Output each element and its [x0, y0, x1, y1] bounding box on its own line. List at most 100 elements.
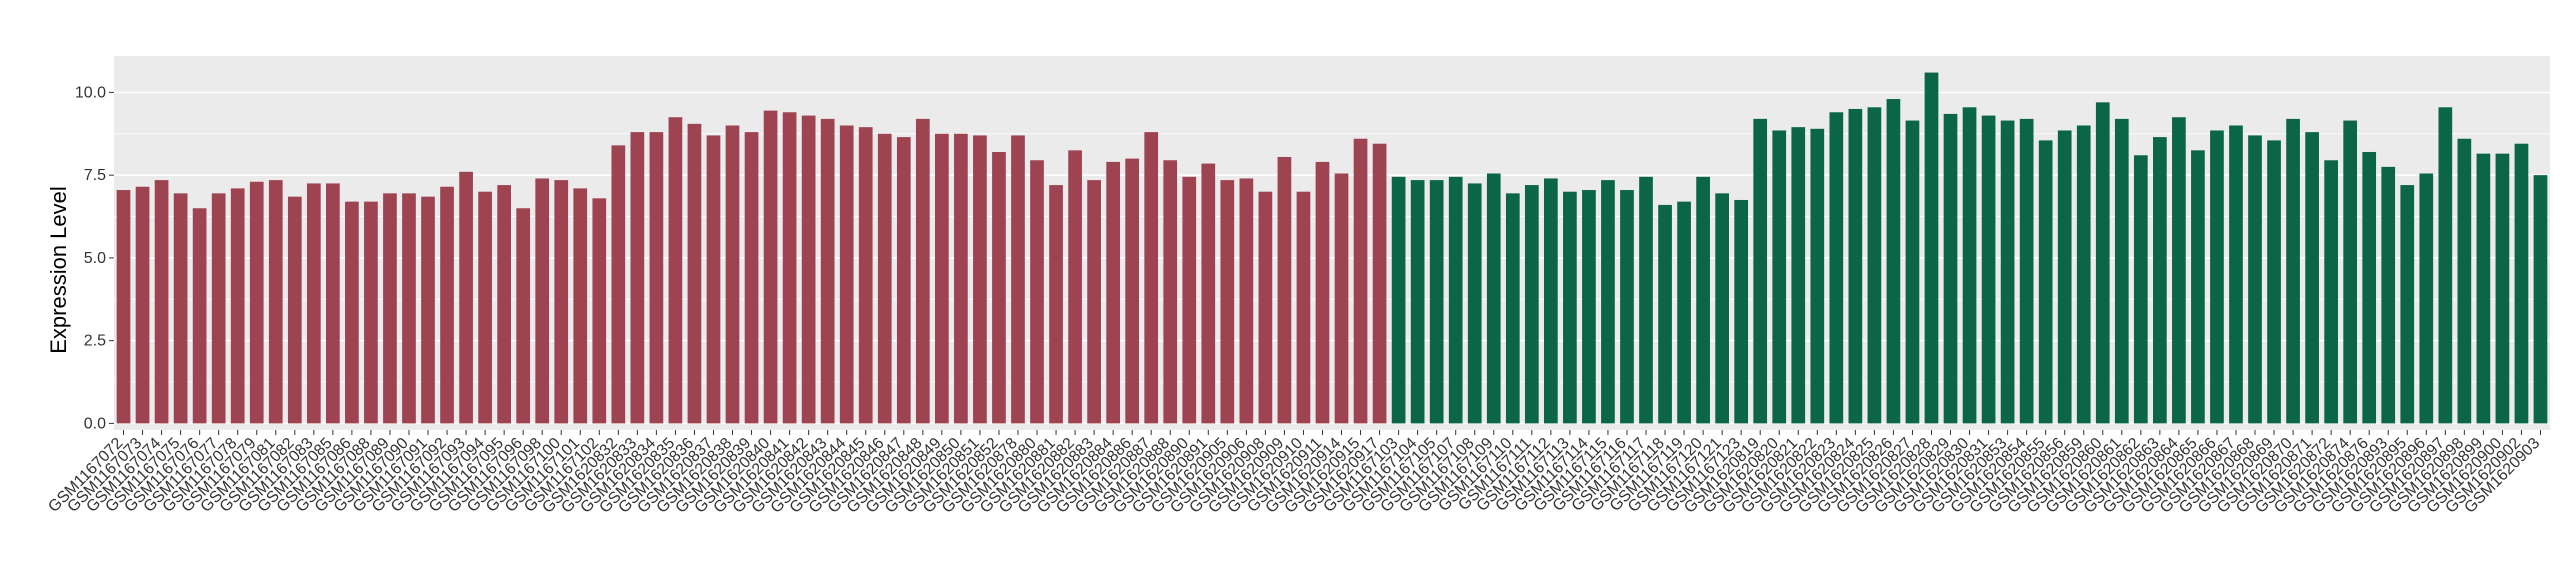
bar	[839, 125, 854, 424]
bar	[1791, 127, 1806, 424]
bar	[2057, 130, 2072, 424]
bar	[1239, 178, 1254, 424]
bar	[2514, 143, 2529, 424]
bar	[801, 115, 816, 424]
bar	[1658, 204, 1672, 424]
bar	[1391, 176, 1406, 424]
bar	[268, 180, 283, 424]
bar	[326, 183, 340, 424]
bar	[1486, 173, 1501, 424]
bar	[1125, 158, 1140, 424]
bar	[2457, 138, 2472, 424]
bar	[858, 127, 873, 424]
bar	[2038, 140, 2053, 424]
bar	[1734, 199, 1749, 424]
bar	[1582, 190, 1596, 424]
bar	[1353, 138, 1368, 424]
bar	[2172, 117, 2186, 424]
bar	[2476, 153, 2491, 424]
bar	[973, 135, 987, 424]
bar	[1448, 176, 1463, 424]
bar	[2324, 160, 2338, 424]
bar	[2210, 130, 2224, 424]
bar	[1886, 99, 1901, 424]
bar	[1848, 108, 1863, 424]
bar	[1372, 143, 1387, 424]
bar	[1601, 180, 1615, 424]
bar	[2381, 166, 2396, 424]
bar	[497, 185, 511, 424]
bar	[1505, 193, 1520, 424]
bar	[954, 133, 968, 424]
bar	[1182, 176, 1197, 424]
bar	[725, 125, 740, 424]
bar	[1144, 132, 1159, 424]
bar	[402, 193, 416, 424]
bar	[782, 112, 797, 424]
bar	[1753, 118, 1768, 424]
y-tick-label: 2.5	[84, 333, 106, 350]
bar	[1563, 191, 1577, 424]
bar	[383, 193, 397, 424]
y-tick-label: 10.0	[75, 84, 106, 101]
bar	[1296, 191, 1311, 424]
bar	[877, 133, 892, 424]
bar	[630, 132, 645, 424]
bar	[192, 208, 207, 424]
bar	[345, 201, 359, 424]
bar	[440, 186, 454, 424]
bar	[2419, 173, 2434, 424]
bar	[1829, 112, 1844, 424]
bar	[173, 193, 188, 424]
bar	[1524, 185, 1539, 424]
bar	[687, 123, 702, 424]
bar	[1639, 176, 1653, 424]
bar	[1544, 178, 1558, 424]
x-axis: GSM1167072GSM1167073GSM1167074GSM1167075…	[45, 430, 2543, 517]
bar	[1696, 176, 1710, 424]
bar	[116, 190, 131, 424]
bar	[744, 132, 759, 424]
bar	[306, 183, 321, 424]
y-axis-title: Expression Level	[46, 186, 71, 354]
bar	[2438, 107, 2453, 424]
bar	[2495, 153, 2510, 424]
bar	[763, 110, 778, 424]
y-tick-label: 7.5	[84, 167, 106, 184]
bar	[135, 186, 150, 424]
bar	[1810, 128, 1825, 424]
bar	[896, 137, 911, 424]
bar	[1962, 107, 1977, 424]
bar	[1410, 180, 1425, 424]
bar	[820, 118, 835, 424]
bar	[2267, 140, 2281, 424]
bar	[1030, 160, 1044, 424]
bar	[935, 133, 949, 424]
bar	[230, 188, 245, 424]
bar	[1867, 107, 1882, 424]
bar	[2095, 102, 2110, 424]
bar	[668, 117, 683, 424]
bar	[611, 145, 626, 424]
bar	[1620, 190, 1634, 424]
bar	[1163, 160, 1178, 424]
bar	[2362, 151, 2377, 424]
bar	[249, 181, 264, 424]
bar	[1011, 135, 1025, 424]
bar	[1049, 185, 1063, 424]
bar	[1277, 156, 1292, 424]
bar	[1334, 173, 1349, 424]
bar	[706, 135, 721, 424]
bar	[1715, 193, 1729, 424]
bar	[1677, 201, 1691, 424]
bar	[211, 193, 226, 424]
bar	[478, 191, 492, 424]
bar	[992, 151, 1006, 424]
bar	[2533, 175, 2548, 424]
bar	[1467, 183, 1482, 424]
bar	[1315, 161, 1330, 424]
bar	[2248, 135, 2262, 424]
bar	[364, 201, 378, 424]
bar	[573, 188, 588, 424]
